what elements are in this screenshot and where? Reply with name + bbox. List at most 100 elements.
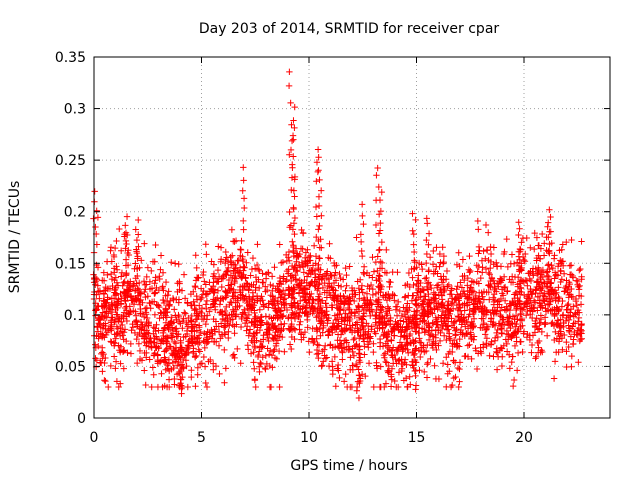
data-point — [493, 288, 500, 295]
data-point — [267, 281, 274, 289]
data-point — [354, 378, 362, 385]
data-point — [107, 338, 114, 345]
data-point — [545, 273, 552, 281]
data-point — [522, 250, 529, 258]
data-point — [153, 301, 160, 308]
data-point — [276, 241, 283, 248]
data-point — [191, 282, 199, 290]
data-point — [388, 347, 396, 354]
data-point — [124, 279, 132, 287]
data-point — [266, 313, 273, 321]
data-point — [185, 314, 192, 322]
data-point — [121, 297, 129, 304]
data-point — [327, 341, 334, 348]
data-point — [234, 295, 242, 302]
data-point — [328, 272, 335, 280]
data-point — [133, 280, 140, 287]
data-point — [398, 367, 405, 375]
data-point — [135, 243, 142, 250]
data-point — [136, 325, 144, 332]
data-point — [280, 296, 287, 303]
data-point — [276, 288, 284, 295]
data-point — [123, 286, 131, 293]
data-point — [273, 308, 280, 315]
data-point — [445, 326, 452, 333]
data-point — [546, 206, 553, 213]
data-point — [361, 351, 368, 358]
data-point — [268, 352, 276, 359]
data-point — [465, 266, 473, 273]
data-point — [338, 328, 346, 335]
data-point — [335, 320, 342, 327]
data-point — [410, 265, 418, 273]
data-point — [312, 274, 319, 281]
data-point — [265, 321, 272, 328]
data-point — [317, 320, 324, 327]
x-tick-label: 15 — [408, 430, 426, 446]
data-point — [288, 291, 295, 298]
data-point — [289, 247, 297, 255]
data-point — [216, 301, 224, 308]
data-point — [477, 324, 484, 331]
data-point — [536, 300, 543, 308]
data-point — [552, 349, 560, 356]
data-point — [324, 328, 332, 335]
data-point — [275, 304, 282, 312]
data-point — [452, 373, 459, 381]
data-point — [578, 273, 585, 280]
data-point — [473, 303, 481, 311]
data-point — [159, 383, 166, 391]
data-point — [444, 361, 451, 368]
data-point — [264, 345, 271, 352]
data-point — [119, 332, 126, 339]
data-point — [400, 377, 408, 384]
data-point — [393, 312, 401, 320]
data-point — [120, 365, 128, 372]
data-point — [409, 274, 416, 281]
data-point — [122, 272, 130, 279]
data-point — [358, 201, 366, 208]
data-point — [209, 360, 217, 367]
data-point — [146, 278, 154, 286]
data-point — [133, 359, 141, 367]
data-point — [175, 296, 183, 303]
data-point — [423, 236, 430, 244]
data-point — [363, 320, 370, 327]
data-point — [204, 312, 211, 319]
data-point — [517, 285, 525, 292]
data-point — [92, 223, 99, 231]
data-point — [487, 243, 494, 251]
data-point — [99, 332, 107, 340]
data-point — [178, 345, 186, 353]
data-point — [443, 326, 451, 334]
data-point — [222, 365, 230, 372]
data-point — [204, 328, 211, 336]
data-point — [101, 377, 108, 384]
data-point — [151, 280, 158, 287]
data-point — [513, 367, 521, 374]
data-point — [498, 290, 506, 297]
data-point — [486, 352, 493, 359]
data-point — [542, 320, 549, 328]
data-point — [528, 305, 535, 312]
data-point — [315, 167, 322, 174]
data-point — [429, 319, 436, 326]
data-point — [469, 324, 477, 331]
data-point — [289, 238, 296, 245]
data-point — [288, 277, 295, 285]
data-point — [569, 340, 577, 348]
data-point — [103, 329, 111, 336]
data-point — [390, 324, 398, 331]
chart-title: Day 203 of 2014, SRMTID for receiver cpa… — [199, 21, 500, 37]
data-point — [112, 284, 120, 291]
data-point — [535, 252, 542, 259]
data-point — [376, 265, 384, 272]
data-point — [465, 313, 472, 320]
data-point — [415, 272, 422, 279]
data-point — [93, 241, 101, 248]
data-point — [216, 309, 224, 317]
data-point — [383, 269, 391, 277]
data-point — [160, 296, 167, 304]
data-point — [482, 265, 490, 273]
data-point — [420, 342, 427, 349]
